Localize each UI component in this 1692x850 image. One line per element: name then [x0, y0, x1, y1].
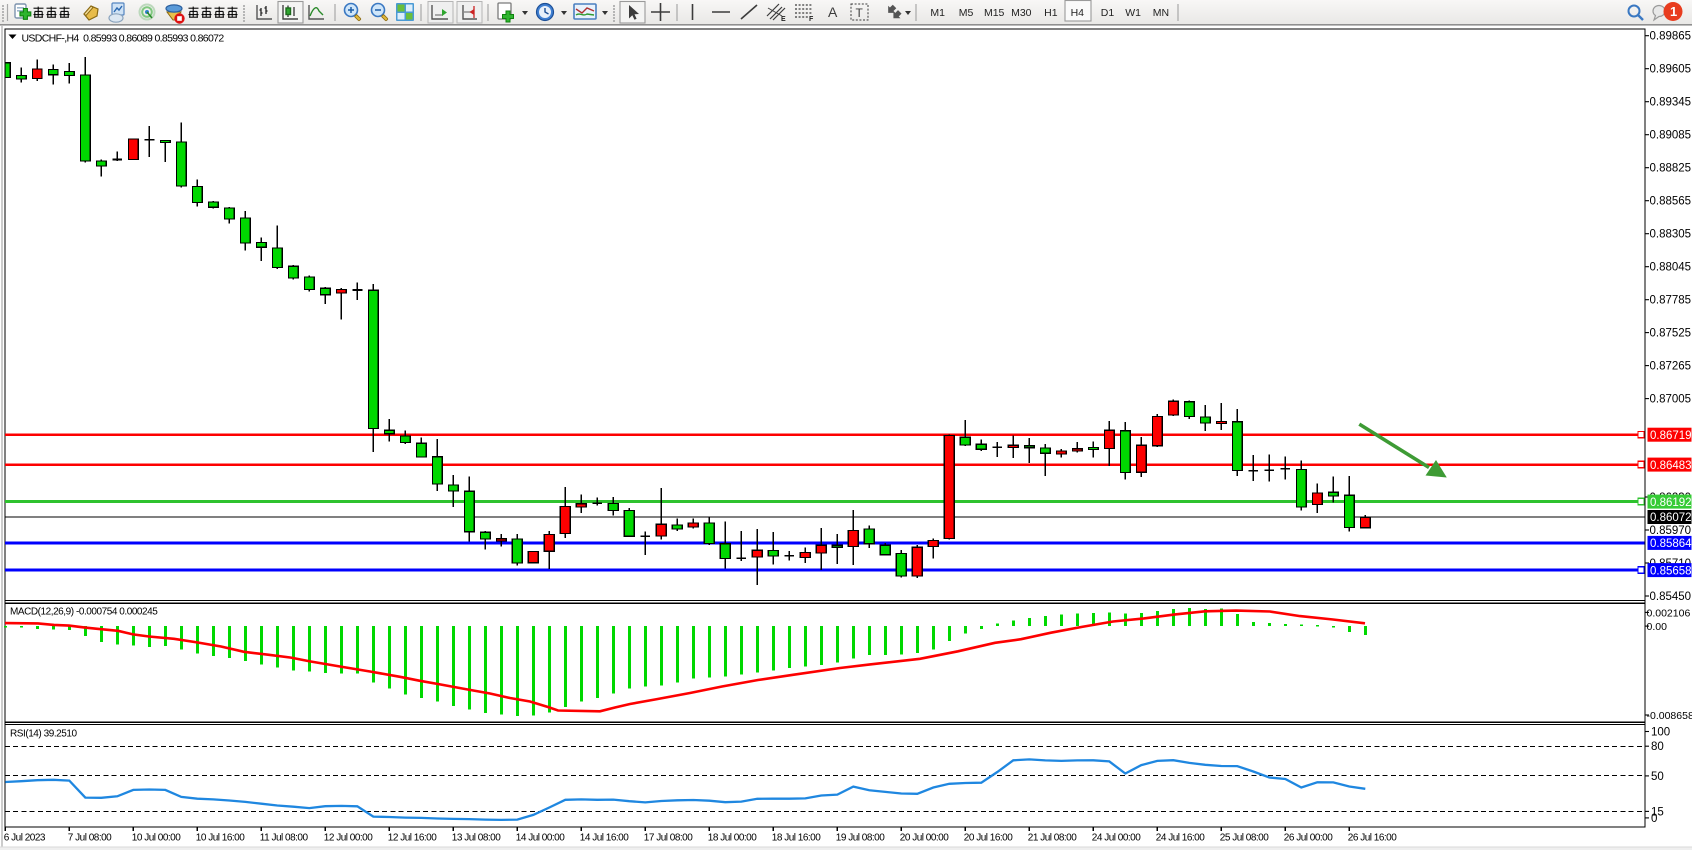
svg-text:MN: MN: [1153, 7, 1169, 19]
svg-text:0.85658: 0.85658: [1650, 565, 1692, 577]
svg-text:0.87005: 0.87005: [1650, 394, 1692, 406]
svg-text:20 Jul 00:00: 20 Jul 00:00: [900, 833, 949, 844]
svg-text:M30: M30: [1011, 7, 1032, 19]
svg-text:12 Jul 16:00: 12 Jul 16:00: [388, 833, 437, 844]
svg-text:M15: M15: [984, 7, 1005, 19]
svg-text:0.87525: 0.87525: [1650, 328, 1692, 340]
svg-text:18 Jul 00:00: 18 Jul 00:00: [708, 833, 757, 844]
svg-text:100: 100: [1651, 727, 1670, 739]
svg-text:50: 50: [1651, 771, 1664, 783]
svg-text:A: A: [828, 4, 838, 20]
svg-text:0.88305: 0.88305: [1650, 229, 1692, 241]
svg-text:RSI(14) 39.2510: RSI(14) 39.2510: [10, 729, 78, 740]
svg-text:24 Jul 00:00: 24 Jul 00:00: [1092, 833, 1141, 844]
svg-text:0.88045: 0.88045: [1650, 262, 1692, 274]
svg-text:0.00: 0.00: [1647, 621, 1668, 633]
svg-text:14 Jul 00:00: 14 Jul 00:00: [516, 833, 565, 844]
svg-text:25 Jul 08:00: 25 Jul 08:00: [1220, 833, 1269, 844]
svg-text:E: E: [781, 16, 786, 23]
svg-text:1: 1: [1670, 4, 1677, 19]
svg-text:0.86483: 0.86483: [1650, 460, 1692, 472]
svg-text:0.85970: 0.85970: [1650, 525, 1692, 537]
svg-text:0.88825: 0.88825: [1650, 163, 1692, 175]
svg-text:0.89865: 0.89865: [1650, 31, 1692, 43]
svg-text:18 Jul 16:00: 18 Jul 16:00: [772, 833, 821, 844]
svg-text:-0.008658: -0.008658: [1647, 710, 1692, 722]
svg-text:0.85864: 0.85864: [1650, 538, 1692, 550]
svg-text:0.87785: 0.87785: [1650, 295, 1692, 307]
svg-text:17 Jul 08:00: 17 Jul 08:00: [644, 833, 693, 844]
svg-text:0.002106: 0.002106: [1647, 607, 1691, 619]
svg-text:19 Jul 08:00: 19 Jul 08:00: [836, 833, 885, 844]
svg-text:13 Jul 08:00: 13 Jul 08:00: [452, 833, 501, 844]
svg-text:10 Jul 16:00: 10 Jul 16:00: [196, 833, 245, 844]
svg-text:0.89345: 0.89345: [1650, 97, 1692, 109]
svg-text:26 Jul 00:00: 26 Jul 00:00: [1284, 833, 1333, 844]
svg-text:MACD(12,26,9) -0.000754 0.0002: MACD(12,26,9) -0.000754 0.000245: [10, 607, 158, 618]
svg-text:80: 80: [1651, 741, 1664, 753]
svg-text:0.85450: 0.85450: [1650, 591, 1692, 603]
svg-text:H4: H4: [1071, 7, 1085, 19]
svg-text:11 Jul 08:00: 11 Jul 08:00: [260, 833, 309, 844]
svg-text:0.89085: 0.89085: [1650, 130, 1692, 142]
svg-text:0.86192: 0.86192: [1650, 497, 1692, 509]
svg-text:USDCHF-,H4 0.85993 0.86089 0.: USDCHF-,H4 0.85993 0.86089 0.85993 0.860…: [22, 33, 225, 45]
svg-text:14 Jul 16:00: 14 Jul 16:00: [580, 833, 629, 844]
svg-text:F: F: [809, 16, 814, 23]
svg-text:H1: H1: [1044, 7, 1058, 19]
svg-text:24 Jul 16:00: 24 Jul 16:00: [1156, 833, 1205, 844]
svg-text:0.86072: 0.86072: [1650, 512, 1692, 524]
svg-text:7 Jul 08:00: 7 Jul 08:00: [68, 833, 112, 844]
svg-text:20 Jul 16:00: 20 Jul 16:00: [964, 833, 1013, 844]
svg-text:0.88565: 0.88565: [1650, 196, 1692, 208]
svg-text:T: T: [856, 6, 864, 20]
svg-text:0.89605: 0.89605: [1650, 64, 1692, 76]
svg-text:26 Jul 16:00: 26 Jul 16:00: [1348, 833, 1397, 844]
svg-text:0.86719: 0.86719: [1650, 430, 1692, 442]
svg-text:12 Jul 00:00: 12 Jul 00:00: [324, 833, 373, 844]
svg-text:M1: M1: [930, 7, 945, 19]
svg-text:21 Jul 08:00: 21 Jul 08:00: [1028, 833, 1077, 844]
svg-text:M5: M5: [959, 7, 974, 19]
svg-text:0.87265: 0.87265: [1650, 361, 1692, 373]
svg-text:10 Jul 00:00: 10 Jul 00:00: [132, 833, 181, 844]
svg-text:6 Jul 2023: 6 Jul 2023: [4, 833, 46, 844]
svg-text:0: 0: [1651, 813, 1657, 825]
svg-text:15: 15: [1651, 806, 1664, 818]
svg-text:D1: D1: [1101, 7, 1115, 19]
svg-text:W1: W1: [1125, 7, 1141, 19]
